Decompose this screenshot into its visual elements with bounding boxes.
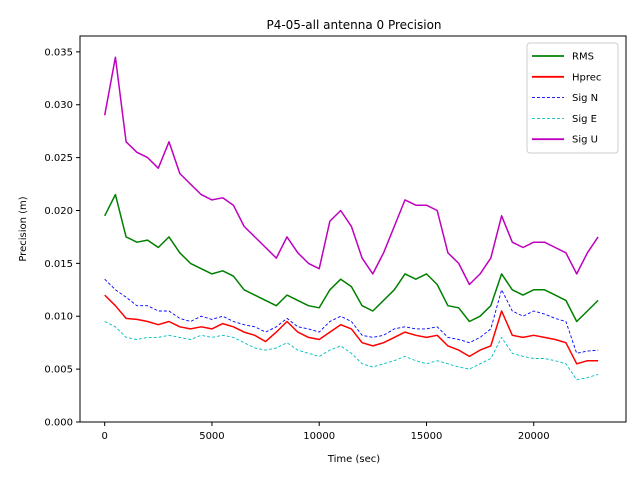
legend-label: Sig U: [572, 135, 598, 146]
y-tick-label: 0.010: [44, 312, 73, 323]
series-line-hprec: [104, 294, 599, 365]
x-tick-label: 5000: [199, 431, 224, 442]
y-tick-label: 0.035: [44, 47, 73, 58]
x-tick-label: 0: [101, 431, 107, 442]
legend-box: [526, 42, 619, 154]
y-tick-label: 0.015: [44, 259, 73, 270]
plot-lines: [103, 56, 599, 381]
y-axis-label: Precision (m): [18, 196, 29, 261]
x-tick-label: 15000: [411, 431, 443, 442]
legend-label: Hprec: [572, 72, 601, 83]
series-line-sig-e: [104, 321, 599, 381]
y-tick-label: 0.005: [44, 365, 73, 376]
x-axis: 0 5000 10000 15000 20000: [101, 422, 550, 442]
y-tick-label: 0.025: [44, 153, 73, 164]
plot-frame: [79, 35, 627, 423]
y-tick-label: 0.000: [44, 418, 73, 429]
series-line-rms: [104, 193, 599, 323]
x-tick-label: 10000: [303, 431, 335, 442]
y-axis: 0.000 0.005 0.010 0.015 0.020 0.025 0.030 0.035: [44, 47, 80, 429]
series-line-sig-n: [104, 278, 599, 354]
x-axis-label: Time (sec): [327, 454, 380, 465]
series-line-sig-u: [103, 56, 599, 286]
x-tick-label: 20000: [518, 431, 550, 442]
legend-label: Sig N: [572, 93, 598, 104]
y-tick-label: 0.020: [44, 206, 73, 217]
legend: RMS Hprec Sig N Sig E Sig U: [526, 42, 619, 154]
legend-label: RMS: [572, 52, 594, 63]
chart-title: P4-05-all antenna 0 Precision: [266, 18, 441, 32]
y-tick-label: 0.030: [44, 100, 73, 111]
legend-label: Sig E: [572, 114, 597, 125]
